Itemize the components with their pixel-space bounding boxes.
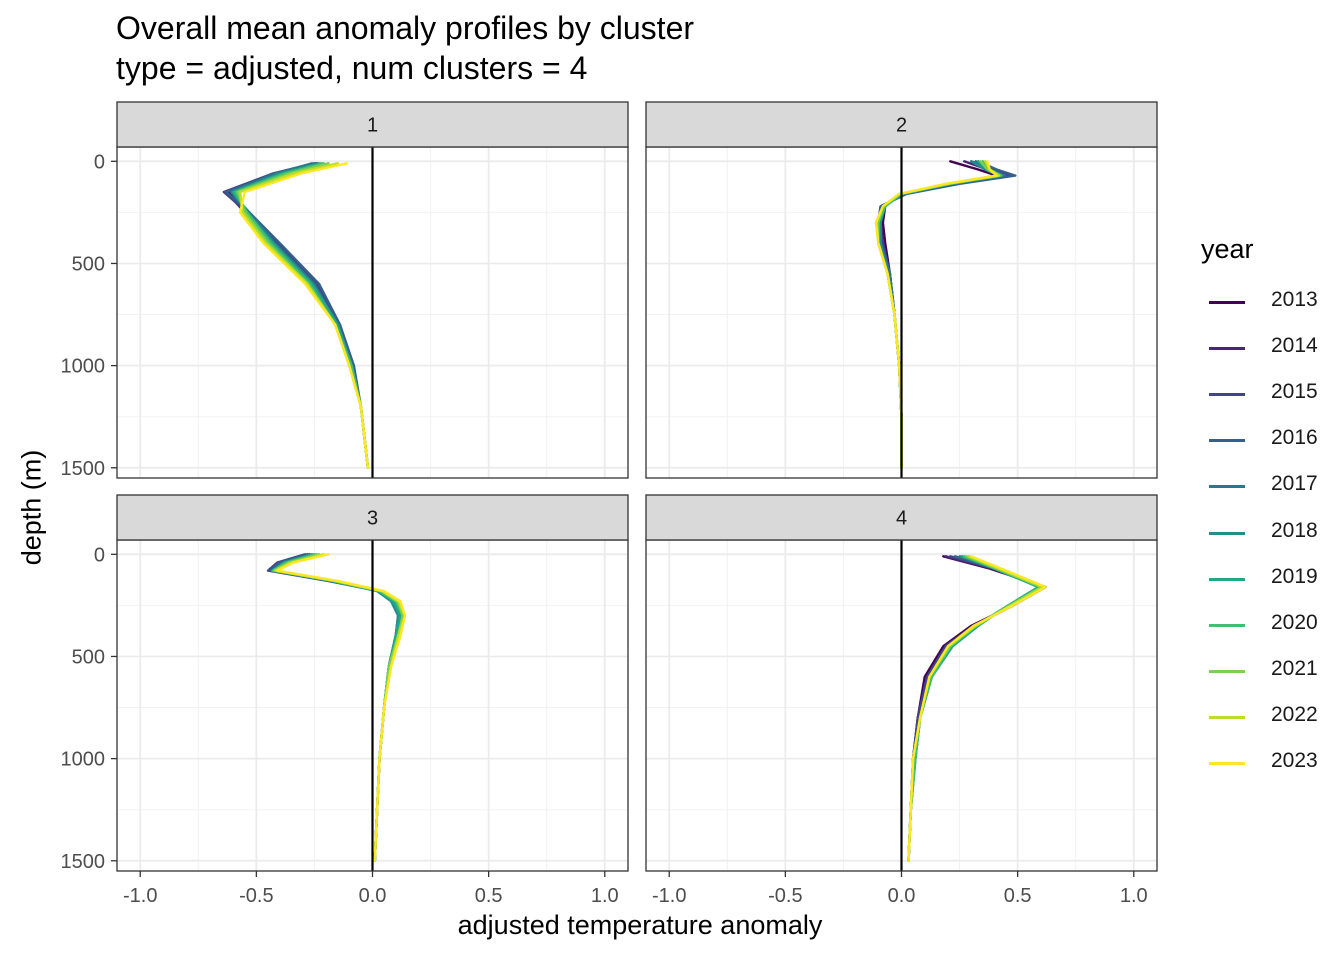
legend-item-2014: 2014: [1209, 325, 1344, 371]
legend-item-2022: 2022: [1209, 694, 1344, 740]
legend-key-line: [1209, 485, 1245, 489]
y-tick-label: 0: [94, 544, 105, 566]
x-tick-label: 0.0: [888, 885, 916, 907]
x-tick-label: 1.0: [1120, 885, 1148, 907]
legend-label: 2023: [1271, 749, 1318, 772]
y-tick-label: 1500: [61, 851, 106, 873]
legend-item-2023: 2023: [1209, 740, 1344, 786]
legend-label: 2015: [1271, 380, 1318, 404]
legend-title: year: [1201, 234, 1254, 264]
series-line-2023: [276, 553, 407, 862]
series-line-2023: [238, 162, 370, 469]
facet-strip: [116, 101, 629, 148]
y-tick-label: 1000: [61, 749, 106, 771]
legend-key-line: [1209, 669, 1245, 673]
legend-item-2021: 2021: [1209, 648, 1344, 694]
y-tick-label: 500: [72, 646, 105, 668]
series-line-2023: [907, 555, 1047, 862]
legend-item-2018: 2018: [1209, 510, 1344, 556]
y-tick-label: 500: [72, 253, 105, 275]
x-tick-label: 0.0: [359, 885, 387, 907]
facet-strip: [645, 494, 1158, 541]
y-tick-label: 1000: [61, 356, 106, 378]
legend-label: 2020: [1271, 610, 1318, 634]
x-tick-label: 0.5: [475, 885, 503, 907]
legend-key-line: [1209, 347, 1245, 351]
legend-key-line: [1209, 762, 1245, 765]
series-line-2023: [874, 160, 998, 469]
legend-key-line: [1209, 439, 1245, 443]
legend-key-line: [1209, 301, 1245, 304]
legend-key-line: [1209, 715, 1245, 719]
facet-strip-label: 1: [367, 115, 378, 137]
legend-item-2020: 2020: [1209, 602, 1344, 648]
legend-label: 2013: [1271, 288, 1318, 311]
legend-label: 2022: [1271, 702, 1318, 726]
legend-label: 2018: [1271, 518, 1318, 542]
legend-key-line: [1209, 577, 1245, 581]
legend-label: 2019: [1271, 564, 1318, 588]
legend-label: 2021: [1271, 656, 1318, 680]
y-axis-label: depth (m): [16, 449, 47, 566]
x-axis-label: adjusted temperature anomaly: [457, 910, 823, 940]
legend-label: 2017: [1271, 472, 1318, 496]
facet-strip: [116, 494, 629, 541]
x-tick-label: 1.0: [591, 885, 619, 907]
x-tick-label: -0.5: [239, 885, 273, 907]
legend-item-2016: 2016: [1209, 417, 1344, 463]
legend-key-line: [1209, 531, 1245, 535]
legend-key-line: [1209, 393, 1245, 397]
x-tick-label: -1.0: [123, 885, 157, 907]
x-tick-label: 0.5: [1004, 885, 1032, 907]
chart-subtitle: type = adjusted, num clusters = 4: [116, 50, 588, 86]
legend-label: 2016: [1271, 426, 1318, 450]
x-tick-label: -1.0: [652, 885, 686, 907]
legend-item-2013: 2013: [1209, 279, 1344, 325]
y-tick-label: 0: [94, 151, 105, 173]
legend-item-2017: 2017: [1209, 463, 1344, 509]
legend-label: 2014: [1271, 334, 1318, 358]
legend-key-line: [1209, 623, 1245, 627]
facet-strip-label: 3: [367, 508, 378, 530]
legend-item-2019: 2019: [1209, 556, 1344, 602]
chart-title: Overall mean anomaly profiles by cluster: [116, 10, 695, 46]
facet-strip-label: 2: [896, 115, 907, 137]
facet-strip: [645, 101, 1158, 148]
facet-strip-label: 4: [896, 508, 907, 530]
y-tick-label: 1500: [61, 458, 106, 480]
legend-item-2015: 2015: [1209, 371, 1344, 417]
x-tick-label: -0.5: [768, 885, 802, 907]
